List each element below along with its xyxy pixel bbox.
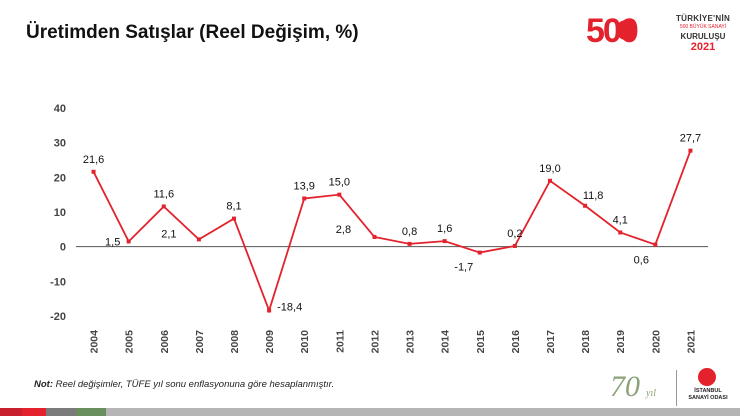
footer-stripe xyxy=(0,408,22,416)
footer-stripe xyxy=(22,408,46,416)
x-tick-label: 2017 xyxy=(545,330,557,354)
x-tick-label: 2007 xyxy=(194,330,206,354)
iso-badge-icon xyxy=(616,20,636,40)
data-point xyxy=(477,250,482,255)
data-point xyxy=(337,192,342,197)
iso-name: İSTANBUL SANAYİ ODASI xyxy=(682,388,734,402)
data-point xyxy=(653,242,658,247)
anniversary-number: 70 xyxy=(610,370,640,403)
data-label: 19,0 xyxy=(539,163,560,175)
data-point xyxy=(688,148,693,153)
iso-line-2: SANAYİ ODASI xyxy=(688,395,728,401)
data-point xyxy=(126,239,131,244)
iso-line-1: İSTANBUL xyxy=(694,388,722,394)
footer-stripe xyxy=(106,408,740,416)
x-tick-label: 2008 xyxy=(229,330,241,354)
logo-divider xyxy=(676,370,677,406)
footnote: Not: Reel değişimler, TÜFE yıl sonu enfl… xyxy=(34,379,334,390)
anniversary-logo: 70 yıl xyxy=(610,370,670,404)
anniversary-suffix: yıl xyxy=(646,388,656,399)
data-label: 2,8 xyxy=(336,224,351,236)
logo-caption: TÜRKİYE'NİN 500 BÜYÜK SANAYİ KURULUŞU 20… xyxy=(672,14,734,53)
footnote-text: Reel değişimler, TÜFE yıl sonu enflasyon… xyxy=(55,379,335,390)
data-label: 0,2 xyxy=(507,228,522,240)
x-tick-label: 2015 xyxy=(475,330,487,354)
data-label: 0,6 xyxy=(634,255,649,267)
data-point xyxy=(372,234,377,239)
iso-logo: İSTANBUL SANAYİ ODASI xyxy=(682,368,734,408)
series-line xyxy=(92,150,692,314)
footnote-prefix: Not: xyxy=(34,379,53,390)
data-point xyxy=(548,178,552,183)
data-point xyxy=(407,241,412,246)
data-label: 27,7 xyxy=(680,133,701,145)
x-tick-label: 2004 xyxy=(89,330,101,354)
y-tick-label: 10 xyxy=(54,207,66,219)
x-tick-label: 2016 xyxy=(510,330,522,354)
data-point xyxy=(302,196,307,201)
data-label: -18,4 xyxy=(277,301,302,313)
data-label: 2,1 xyxy=(161,228,176,240)
iso-gear-icon xyxy=(698,368,716,386)
x-tick-label: 2006 xyxy=(159,330,171,354)
data-point xyxy=(512,243,517,248)
data-label: 21,6 xyxy=(83,154,104,166)
data-label: 8,1 xyxy=(226,201,241,213)
data-label: 11,6 xyxy=(153,188,174,200)
data-label: 13,9 xyxy=(294,180,315,192)
data-label: 1,5 xyxy=(105,236,120,248)
y-tick-label: -20 xyxy=(50,311,66,323)
y-tick-label: 40 xyxy=(54,103,66,115)
logo-line-3: KURULUŞU xyxy=(680,32,726,41)
data-label: 4,1 xyxy=(613,214,628,226)
x-tick-label: 2009 xyxy=(264,330,276,354)
x-tick-label: 2013 xyxy=(405,330,417,354)
data-point xyxy=(161,204,166,209)
y-tick-label: 20 xyxy=(54,172,66,184)
footer-stripe xyxy=(46,408,76,416)
500-companies-logo: 500 TÜRKİYE'NİN 500 BÜYÜK SANAYİ KURULUŞ… xyxy=(586,10,734,54)
data-point xyxy=(91,169,96,174)
data-point xyxy=(618,230,623,235)
data-label: 0,8 xyxy=(402,226,417,238)
y-tick-label: 30 xyxy=(54,138,66,150)
data-label: 11,8 xyxy=(583,190,604,202)
x-tick-label: 2018 xyxy=(580,330,592,354)
x-tick-label: 2005 xyxy=(124,330,136,354)
data-point xyxy=(583,203,588,208)
logo-year: 2021 xyxy=(690,41,716,53)
y-tick-label: 0 xyxy=(60,242,66,254)
footer-stripe xyxy=(76,408,106,416)
data-label: -1,7 xyxy=(454,262,473,274)
x-tick-label: 2010 xyxy=(299,330,311,354)
page-title: Üretimden Satışlar (Reel Değişim, %) xyxy=(26,22,359,43)
x-tick-label: 2014 xyxy=(440,330,452,354)
data-label: 15,0 xyxy=(329,177,350,189)
data-point xyxy=(232,216,236,221)
x-tick-label: 2021 xyxy=(685,330,697,354)
data-point xyxy=(267,308,272,313)
data-point xyxy=(442,239,447,244)
logo-line-1: TÜRKİYE'NİN xyxy=(675,14,731,23)
x-tick-label: 2020 xyxy=(650,330,662,354)
x-tick-label: 2011 xyxy=(334,330,346,353)
x-tick-label: 2019 xyxy=(615,330,627,354)
data-label: 1,6 xyxy=(437,223,452,235)
x-tick-label: 2012 xyxy=(369,330,381,354)
logo-line-2: 500 BÜYÜK SANAYİ xyxy=(679,24,727,30)
data-point xyxy=(196,237,201,242)
y-tick-label: -10 xyxy=(50,276,66,288)
